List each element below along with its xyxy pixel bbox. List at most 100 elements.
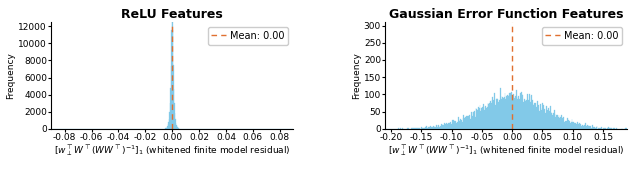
Bar <box>603 128 604 129</box>
Bar <box>558 117 559 129</box>
Bar <box>593 128 594 129</box>
Title: Gaussian Error Function Features: Gaussian Error Function Features <box>389 8 623 21</box>
Bar <box>422 128 423 129</box>
Bar <box>500 96 501 129</box>
Bar <box>493 100 494 129</box>
Bar <box>587 125 588 129</box>
Legend: Mean: 0.00: Mean: 0.00 <box>541 27 622 45</box>
Bar <box>559 118 560 129</box>
Bar <box>535 103 536 129</box>
Bar <box>400 128 401 129</box>
Bar <box>521 92 522 129</box>
Bar <box>518 96 519 129</box>
Bar <box>575 126 577 129</box>
Bar <box>485 106 486 129</box>
Bar <box>398 128 399 129</box>
Bar <box>533 105 534 129</box>
Bar <box>512 97 513 129</box>
Bar <box>578 124 579 129</box>
Bar <box>449 123 450 129</box>
Bar <box>540 104 541 129</box>
Bar <box>490 101 491 129</box>
Bar <box>442 125 444 129</box>
Bar <box>566 118 568 129</box>
Bar <box>555 114 556 129</box>
Bar <box>621 128 622 129</box>
Bar <box>583 126 584 129</box>
Bar <box>573 122 574 129</box>
Bar <box>600 128 602 129</box>
Bar <box>489 103 490 129</box>
Bar <box>488 104 489 129</box>
Bar <box>468 116 469 129</box>
Bar <box>513 94 515 129</box>
Bar <box>472 116 473 129</box>
Bar <box>550 112 552 129</box>
Bar <box>607 128 608 129</box>
Mean: 0.00: (0, 0): 0.00: (0, 0) <box>508 128 516 130</box>
Mean: 0.00: (0, 1): 0.00: (0, 1) <box>168 128 176 130</box>
Bar <box>544 109 545 129</box>
Bar <box>431 127 432 129</box>
Bar <box>473 112 474 129</box>
Bar <box>481 109 482 129</box>
Bar <box>461 119 462 129</box>
Bar <box>511 92 512 129</box>
Bar <box>441 124 442 129</box>
Bar <box>546 106 547 129</box>
Legend: Mean: 0.00: Mean: 0.00 <box>207 27 289 45</box>
Bar <box>506 96 507 129</box>
Bar <box>534 103 535 129</box>
Bar <box>450 122 451 129</box>
Bar <box>519 98 520 129</box>
Bar <box>524 99 525 129</box>
Bar <box>504 93 506 129</box>
Bar <box>419 128 420 129</box>
Bar <box>507 95 508 129</box>
Bar <box>531 95 532 129</box>
Bar <box>554 109 555 129</box>
Bar <box>466 116 467 129</box>
Bar <box>453 120 454 129</box>
Bar <box>574 123 575 129</box>
Bar <box>482 107 483 129</box>
Bar <box>479 105 481 129</box>
Bar <box>612 128 614 129</box>
Bar <box>452 119 453 129</box>
Bar <box>532 100 533 129</box>
Bar <box>508 96 509 129</box>
Bar <box>427 128 428 129</box>
Bar <box>494 93 495 129</box>
Bar <box>420 128 422 129</box>
Bar <box>475 117 476 129</box>
Bar <box>552 115 553 129</box>
Bar <box>428 127 429 129</box>
Bar <box>433 126 435 129</box>
Bar <box>484 110 485 129</box>
Bar <box>520 93 521 129</box>
Bar <box>423 128 424 129</box>
Bar <box>483 104 484 129</box>
Bar <box>515 96 516 129</box>
Bar <box>599 128 600 129</box>
Bar <box>407 128 408 129</box>
Bar <box>510 93 511 129</box>
Bar <box>429 128 430 129</box>
Bar <box>553 113 554 129</box>
Bar <box>579 123 580 129</box>
Bar <box>592 125 593 129</box>
Bar <box>586 126 587 129</box>
Bar <box>543 105 544 129</box>
Bar <box>564 122 565 129</box>
Bar <box>591 128 592 129</box>
Bar <box>589 126 590 129</box>
Bar <box>448 123 449 129</box>
Bar <box>437 127 438 129</box>
Bar <box>561 115 562 129</box>
Bar <box>549 111 550 129</box>
Bar <box>439 127 440 129</box>
Bar <box>516 97 518 129</box>
Bar <box>412 128 413 129</box>
Bar <box>487 107 488 129</box>
Bar <box>496 99 497 129</box>
